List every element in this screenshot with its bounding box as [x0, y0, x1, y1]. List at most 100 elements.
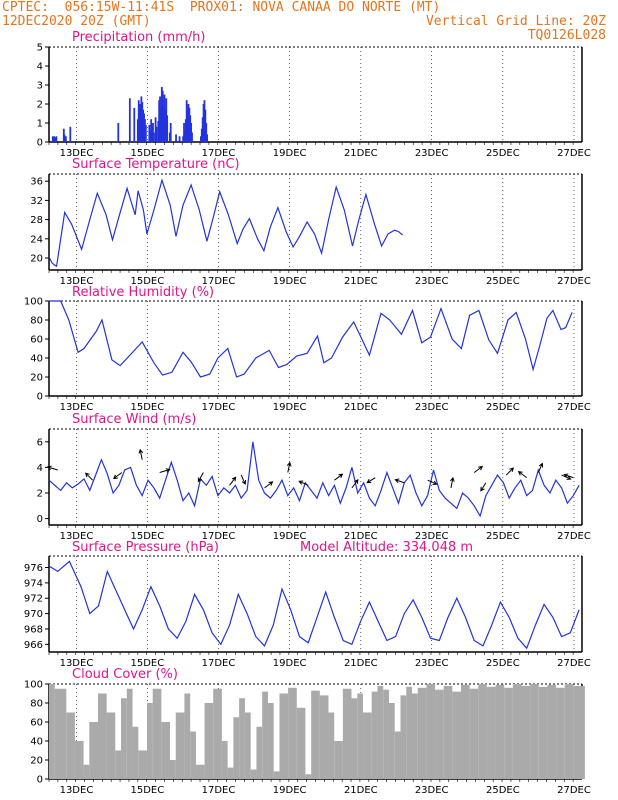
- cloud-bar: [328, 712, 335, 779]
- wind-arrow: [159, 468, 171, 473]
- panel-temperature: Surface Temperature (nC) 13DEC 15DEC 17DEC 1…: [30, 157, 591, 287]
- series-line: [49, 300, 573, 378]
- series-line: [48, 178, 403, 268]
- cloud-bar: [363, 712, 372, 779]
- header-grid-line: Vertical Grid Line: 20Z: [425, 14, 606, 29]
- y-tick-label: 40: [30, 354, 43, 365]
- y-tick-label: 20: [30, 756, 43, 767]
- precip-bar: [55, 136, 58, 142]
- cloud-bar: [227, 767, 234, 779]
- cloud-bar: [547, 684, 557, 779]
- x-tick-label: 19DEC: [273, 402, 307, 413]
- y-tick-label: 60: [30, 335, 43, 346]
- x-tick-label: 13DEC: [60, 276, 94, 287]
- panel-title: Surface Wind (m/s): [72, 412, 196, 427]
- precip-bar: [144, 124, 147, 142]
- x-tick-label: 15DEC: [130, 276, 164, 287]
- cloud-bar: [296, 707, 306, 779]
- y-tick-label: 20: [30, 254, 43, 265]
- cloud-bar: [239, 698, 245, 779]
- cloud-bar: [170, 760, 176, 779]
- x-tick-label: 17DEC: [202, 531, 236, 542]
- x-tick-label: 21DEC: [344, 785, 378, 796]
- panel-pressure: Surface Pressure (hPa) Model Altitude: 33…: [24, 540, 591, 669]
- x-tick-label: 17DEC: [202, 402, 236, 413]
- y-tick-label: 966: [24, 640, 43, 651]
- wind-arrow: [473, 465, 484, 473]
- x-tick-label: 19DEC: [273, 148, 307, 159]
- wind-arrow: [84, 472, 94, 481]
- cloud-bar: [121, 698, 127, 779]
- wind-arrow: [264, 481, 274, 489]
- precip-bar: [128, 98, 131, 142]
- y-tick-label: 2: [37, 100, 43, 111]
- wind-arrow: [286, 461, 292, 473]
- cloud-bar: [256, 726, 263, 779]
- precip-bar: [152, 132, 155, 142]
- cloud-bar: [221, 741, 228, 779]
- panel-title: Surface Pressure (hPa): [72, 540, 219, 555]
- cloud-bar: [406, 686, 413, 779]
- cloud-bar: [54, 688, 67, 779]
- cloud-bar: [478, 684, 487, 779]
- x-tick-label: 19DEC: [273, 785, 307, 796]
- cloud-bar: [495, 684, 505, 779]
- x-tick-label: 15DEC: [130, 531, 164, 542]
- y-tick-label: 80: [30, 316, 43, 327]
- y-tick-label: 4: [37, 62, 43, 73]
- cloud-bar: [530, 684, 539, 779]
- cloud-bar: [250, 769, 257, 779]
- cloud-bar: [460, 684, 470, 779]
- cloud-bar: [573, 685, 585, 779]
- cloud-bar: [279, 693, 289, 779]
- x-tick-label: 27DEC: [557, 658, 591, 669]
- cloud-bar: [383, 689, 389, 779]
- x-tick-label: 17DEC: [202, 276, 236, 287]
- wind-arrow: [112, 472, 123, 480]
- cloud-bar: [400, 695, 407, 779]
- cloud-bar: [538, 686, 548, 779]
- wind-arrow: [427, 479, 438, 486]
- cloud-bar: [319, 695, 329, 779]
- cloud-bar: [49, 684, 55, 779]
- x-tick-label: 25DEC: [486, 658, 520, 669]
- y-tick-label: 28: [30, 215, 43, 226]
- y-tick-label: 20: [30, 373, 43, 384]
- x-tick-label: 13DEC: [60, 402, 94, 413]
- wind-arrow: [46, 465, 58, 471]
- panel-humidity: Relative Humidity (%) 13DEC 15DEC 17DEC 19DE…: [24, 285, 591, 413]
- cloud-bar: [311, 690, 320, 779]
- x-tick-label: 21DEC: [344, 531, 378, 542]
- cloud-bar: [305, 774, 312, 779]
- cloud-bar: [556, 687, 565, 779]
- cloud-bar: [195, 764, 205, 779]
- cloud-bar: [175, 712, 185, 779]
- x-tick-label: 13DEC: [60, 785, 94, 796]
- cloud-bar: [377, 685, 384, 779]
- header: CPTEC: 056:15W-11:41S PROX01: NOVA CANAA…: [0, 0, 618, 44]
- cloud-bar: [267, 703, 274, 779]
- y-tick-label: 100: [24, 680, 43, 691]
- x-tick-label: 15DEC: [130, 658, 164, 669]
- panel-title: Surface Temperature (nC): [72, 157, 240, 172]
- series-line: [48, 560, 580, 650]
- cloud-bar: [126, 688, 133, 779]
- cloud-bar: [152, 688, 162, 779]
- x-tick-label: 27DEC: [557, 276, 591, 287]
- x-tick-label: 21DEC: [344, 402, 378, 413]
- panel-wind: Surface Wind (m/s) 13DEC 15DEC 17DEC 19DEC 21…: [37, 412, 591, 542]
- y-tick-label: 968: [24, 624, 43, 635]
- precip-bar: [63, 134, 66, 142]
- y-tick-label: 3: [37, 81, 43, 92]
- x-tick-label: 13DEC: [60, 531, 94, 542]
- cloud-bar: [184, 693, 191, 779]
- cloud-bar: [288, 687, 297, 779]
- y-tick-label: 970: [24, 609, 43, 620]
- precip-bar: [191, 132, 193, 142]
- wind-arrow: [138, 448, 144, 460]
- x-tick-label: 23DEC: [415, 276, 449, 287]
- wind-arrow: [563, 473, 574, 479]
- cloud-bar: [504, 687, 513, 779]
- precip-bar: [175, 134, 177, 142]
- x-tick-label: 27DEC: [557, 148, 591, 159]
